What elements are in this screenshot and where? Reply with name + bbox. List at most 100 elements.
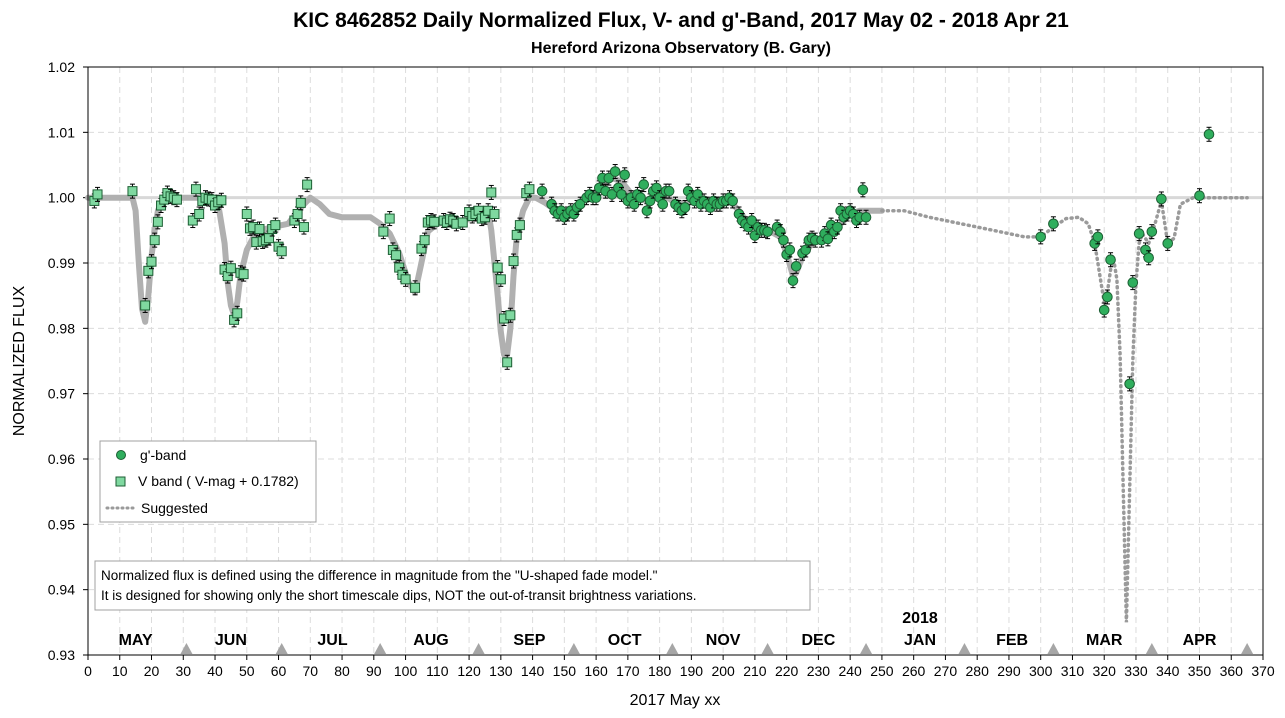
v-band-marker — [492, 262, 503, 273]
v-band-point — [152, 214, 163, 230]
chart-title: KIC 8462852 Daily Normalized Flux, V- an… — [293, 9, 1069, 32]
v-band-series — [89, 177, 535, 370]
g-band-point — [603, 170, 615, 186]
v-band-point — [302, 177, 313, 193]
g-band-marker — [536, 185, 548, 197]
year-label: 2018 — [902, 610, 938, 627]
legend-suggested-label: Suggested — [141, 500, 208, 516]
x-tick-label: 210 — [743, 663, 767, 679]
x-tick-label: 130 — [489, 663, 513, 679]
v-band-marker — [171, 194, 182, 205]
v-band-point — [508, 253, 519, 269]
g-band-marker — [679, 202, 691, 213]
month-labels: MAY JUN JUL AUG SEP OCT NOV DEC JAN FEB MAR APR 2018 — [119, 610, 1254, 654]
v-band-marker — [149, 235, 160, 246]
v-band-marker — [410, 282, 421, 293]
g-band-point — [1127, 275, 1139, 291]
v-band-marker — [194, 209, 205, 219]
v-band-point — [502, 354, 513, 370]
g-band-marker — [1203, 128, 1215, 140]
v-band-marker — [127, 186, 138, 197]
month-boundary-marker — [761, 643, 774, 654]
g-band-marker — [790, 260, 802, 272]
y-tick-label: 1.00 — [48, 190, 75, 206]
g-band-point — [1105, 252, 1116, 268]
month-boundary-marker — [374, 643, 387, 654]
g-band-point — [1143, 250, 1154, 266]
g-band-marker — [860, 211, 872, 223]
legend: g'-band V band ( V-mag + 0.1782) Suggest… — [99, 440, 317, 523]
y-tick-label: 0.97 — [48, 386, 75, 402]
v-band-point — [489, 206, 500, 222]
x-tick-label: 60 — [271, 663, 287, 679]
g-band-point — [609, 164, 621, 180]
x-tick-label: 310 — [1061, 663, 1085, 679]
x-tick-label: 360 — [1220, 663, 1244, 679]
g-band-point — [1098, 302, 1110, 318]
g-band-marker — [1146, 226, 1158, 237]
x-tick-label: 20 — [144, 663, 160, 679]
x-tick-label: 140 — [521, 663, 545, 679]
y-tick-label: 0.94 — [48, 582, 75, 598]
x-tick-label: 150 — [553, 663, 577, 679]
v-band-marker — [270, 220, 281, 231]
month-label-mar: MAR — [1086, 632, 1123, 649]
g-band-point — [727, 193, 738, 209]
v-band-marker — [152, 216, 163, 227]
g-band-point — [1146, 224, 1158, 240]
v-band-marker — [400, 274, 411, 285]
g-band-point — [857, 182, 869, 198]
v-band-marker — [486, 187, 497, 198]
v-band-marker — [241, 209, 252, 219]
v-band-point — [171, 192, 182, 208]
g-band-marker — [778, 234, 789, 246]
month-boundary-marker — [180, 643, 193, 654]
g-band-marker — [657, 198, 669, 210]
v-band-marker — [511, 229, 522, 240]
v-band-marker — [524, 184, 535, 195]
v-band-point — [225, 260, 236, 276]
month-label-feb: FEB — [996, 632, 1028, 649]
x-tick-label: 320 — [1093, 663, 1117, 679]
g-band-marker — [609, 166, 621, 177]
g-band-point — [774, 224, 786, 240]
v-band-point — [190, 181, 201, 197]
note-box — [94, 560, 811, 611]
g-band-marker — [832, 221, 843, 233]
v-band-point — [514, 217, 525, 233]
g-band-point — [635, 190, 646, 206]
v-band-marker — [232, 308, 243, 319]
v-band-marker — [292, 209, 303, 219]
x-tick-label: 40 — [207, 663, 223, 679]
x-tick-label: 370 — [1251, 663, 1275, 679]
g-band-marker — [857, 184, 869, 196]
g-band-marker — [784, 244, 796, 256]
g-band-point — [1102, 289, 1113, 305]
legend-v-band-label: V band ( V-mag + 0.1782) — [138, 473, 299, 489]
g-band-point — [1203, 126, 1215, 142]
v-band-point — [92, 186, 103, 202]
v-band-marker — [276, 246, 287, 257]
v-band-point — [486, 184, 497, 200]
g-band-point — [1035, 229, 1047, 245]
x-ticks: 0 10 20 30 40 50 60 70 80 90 100 110 120 130 140 150 160… — [84, 655, 1275, 679]
x-tick-label: 280 — [966, 663, 990, 679]
v-band-marker — [508, 256, 519, 267]
v-band-point — [457, 214, 468, 230]
x-tick-label: 170 — [616, 663, 640, 679]
x-tick-label: 110 — [426, 663, 449, 679]
v-band-point — [216, 192, 227, 208]
v-band-point — [492, 260, 503, 276]
month-boundary-marker — [472, 643, 485, 654]
v-band-marker — [419, 235, 430, 246]
month-label-oct: OCT — [608, 632, 642, 649]
g-band-point — [832, 219, 843, 235]
y-tick-label: 0.93 — [48, 647, 75, 663]
g-band-point — [784, 242, 796, 258]
v-band-point — [384, 211, 395, 227]
v-band-point — [238, 266, 249, 282]
g-band-point — [657, 196, 669, 212]
x-tick-label: 100 — [394, 663, 418, 679]
g-band-point — [762, 224, 773, 240]
v-band-marker — [384, 213, 395, 224]
